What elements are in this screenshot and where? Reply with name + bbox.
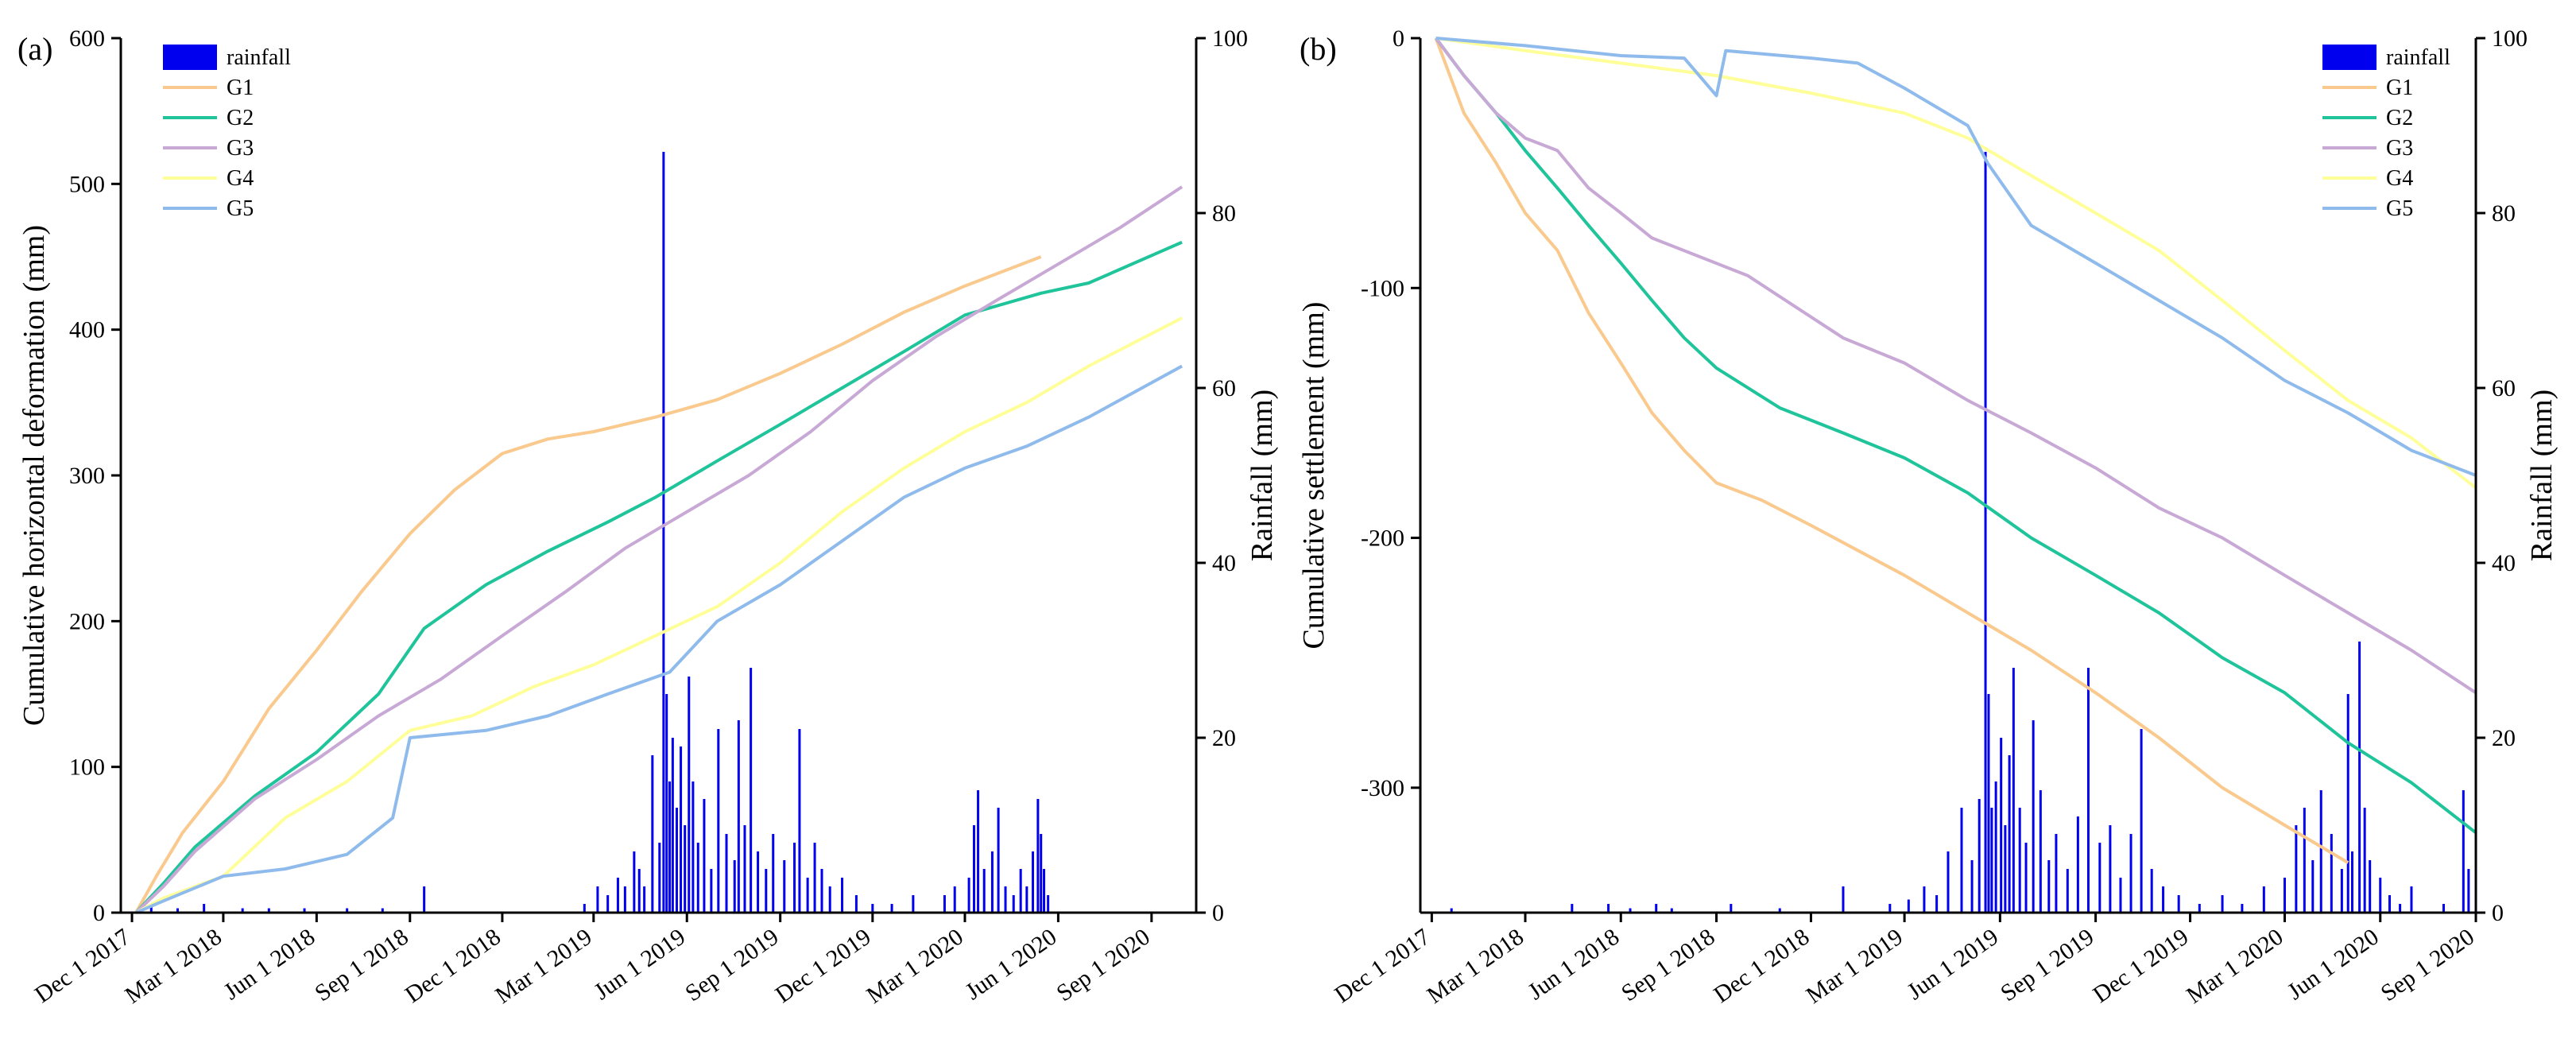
y2-tick-label: 80	[1212, 200, 1236, 227]
legend-label: G5	[2386, 196, 2413, 221]
y-axis-title: Cumulative settlement (mm)	[1297, 302, 1331, 650]
x-tick-label: Jun 1 2019	[1903, 924, 2004, 1006]
legend-label: rainfall	[227, 45, 291, 70]
y2-tick-label: 0	[2492, 900, 2504, 926]
legend-label: G1	[227, 76, 254, 100]
x-tick-label: Sep 1 2019	[1996, 924, 2099, 1006]
y2-tick-label: 20	[1212, 725, 1236, 751]
x-tick-label: Jun 1 2019	[589, 924, 690, 1006]
legend-label: G2	[2386, 106, 2413, 130]
y2-tick-label: 20	[2492, 725, 2516, 751]
y-tick-label: 500	[69, 171, 105, 197]
x-tick-label: Mar 1 2018	[120, 924, 227, 1009]
panel-label: (a)	[17, 31, 52, 67]
x-tick-label: Jun 1 2020	[961, 924, 1062, 1006]
x-tick-label: Jun 1 2020	[2283, 924, 2384, 1006]
series-line-g1	[1434, 37, 2349, 864]
legend-label: G3	[2386, 136, 2413, 161]
y2-axis-title: Rainfall (mm)	[1245, 390, 1279, 561]
legend-label: G3	[227, 136, 254, 161]
series-line-g2	[1434, 37, 2477, 834]
y-tick-label: 0	[1393, 25, 1404, 52]
series-line-g5	[135, 364, 1183, 914]
x-tick-label: Jun 1 2018	[219, 924, 320, 1006]
legend-label: G4	[2386, 166, 2413, 191]
x-tick-label: Mar 1 2020	[862, 924, 968, 1009]
x-tick-label: Sep 1 2018	[1617, 924, 1720, 1006]
series-line-g5	[1435, 37, 2477, 477]
y2-tick-label: 60	[1212, 375, 1236, 401]
x-tick-label: Sep 1 2019	[680, 924, 784, 1006]
y2-axis-title: Rainfall (mm)	[2525, 390, 2559, 561]
y2-tick-label: 100	[2492, 25, 2528, 52]
chart-panel-a: 0 100 200 300 400 500 600 0 20 40 60 80 100 Dec 1 201…	[17, 25, 1279, 1009]
x-tick-label: Mar 1 2019	[490, 924, 597, 1009]
panel-label: (b)	[1300, 31, 1337, 67]
x-tick-label: Sep 1 2020	[1052, 924, 1155, 1006]
series-line-g3	[134, 185, 1183, 914]
y2-tick-label: 40	[2492, 550, 2516, 576]
series-line-g2	[134, 240, 1183, 914]
x-tick-label: Dec 1 2017	[1330, 924, 1435, 1008]
x-tick-label: Dec 1 2019	[771, 924, 876, 1008]
y2-tick-label: 60	[2492, 375, 2516, 401]
y2-tick-label: 80	[2492, 200, 2516, 227]
x-tick-label: Mar 1 2020	[2182, 924, 2288, 1009]
legend-label: rainfall	[2386, 45, 2450, 70]
y-tick-label: 300	[69, 463, 105, 489]
x-tick-label: Sep 1 2020	[2377, 924, 2480, 1006]
series-line-g3	[1434, 37, 2477, 695]
legend: rainfall G1 G2 G3 G4 G5	[163, 45, 291, 221]
legend-label: G1	[2386, 76, 2413, 100]
y-tick-label: 600	[69, 25, 105, 52]
x-tick-label: Sep 1 2018	[310, 924, 413, 1006]
y-tick-label: -100	[1361, 275, 1404, 301]
y-axis-title: Cumulative horizontal deformation (mm)	[17, 225, 51, 726]
legend-swatch-rainfall	[163, 45, 217, 70]
y-tick-label: -300	[1361, 775, 1404, 801]
x-tick-label: Dec 1 2017	[30, 924, 135, 1008]
series-line-g4	[1435, 37, 2477, 490]
legend-label: G2	[227, 106, 254, 130]
series-line-g4	[135, 316, 1183, 914]
y2-tick-label: 100	[1212, 25, 1248, 52]
series-line-g1	[134, 255, 1042, 913]
legend: rainfall G1 G2 G3 G4 G5	[2322, 45, 2450, 221]
y-tick-label: 200	[69, 608, 105, 634]
rainfall-bars	[149, 152, 1050, 913]
y-tick-label: 400	[69, 317, 105, 343]
x-tick-label: Mar 1 2018	[1422, 924, 1528, 1009]
y2-tick-label: 0	[1212, 900, 1224, 926]
y2-tick-label: 40	[1212, 550, 1236, 576]
x-tick-label: Dec 1 2018	[401, 924, 506, 1008]
y-tick-label: 100	[69, 754, 105, 781]
y-tick-label: 0	[93, 900, 105, 926]
x-tick-label: Mar 1 2019	[1802, 924, 1908, 1009]
legend-label: G4	[227, 166, 254, 191]
legend-swatch-rainfall	[2322, 45, 2377, 70]
x-tick-label: Dec 1 2019	[2088, 924, 2193, 1008]
rainfall-bars	[1450, 152, 2470, 913]
x-tick-label: Jun 1 2018	[1523, 924, 1624, 1006]
y-tick-label: -200	[1361, 525, 1404, 552]
x-tick-label: Dec 1 2018	[1709, 924, 1814, 1008]
legend-label: G5	[227, 196, 254, 221]
